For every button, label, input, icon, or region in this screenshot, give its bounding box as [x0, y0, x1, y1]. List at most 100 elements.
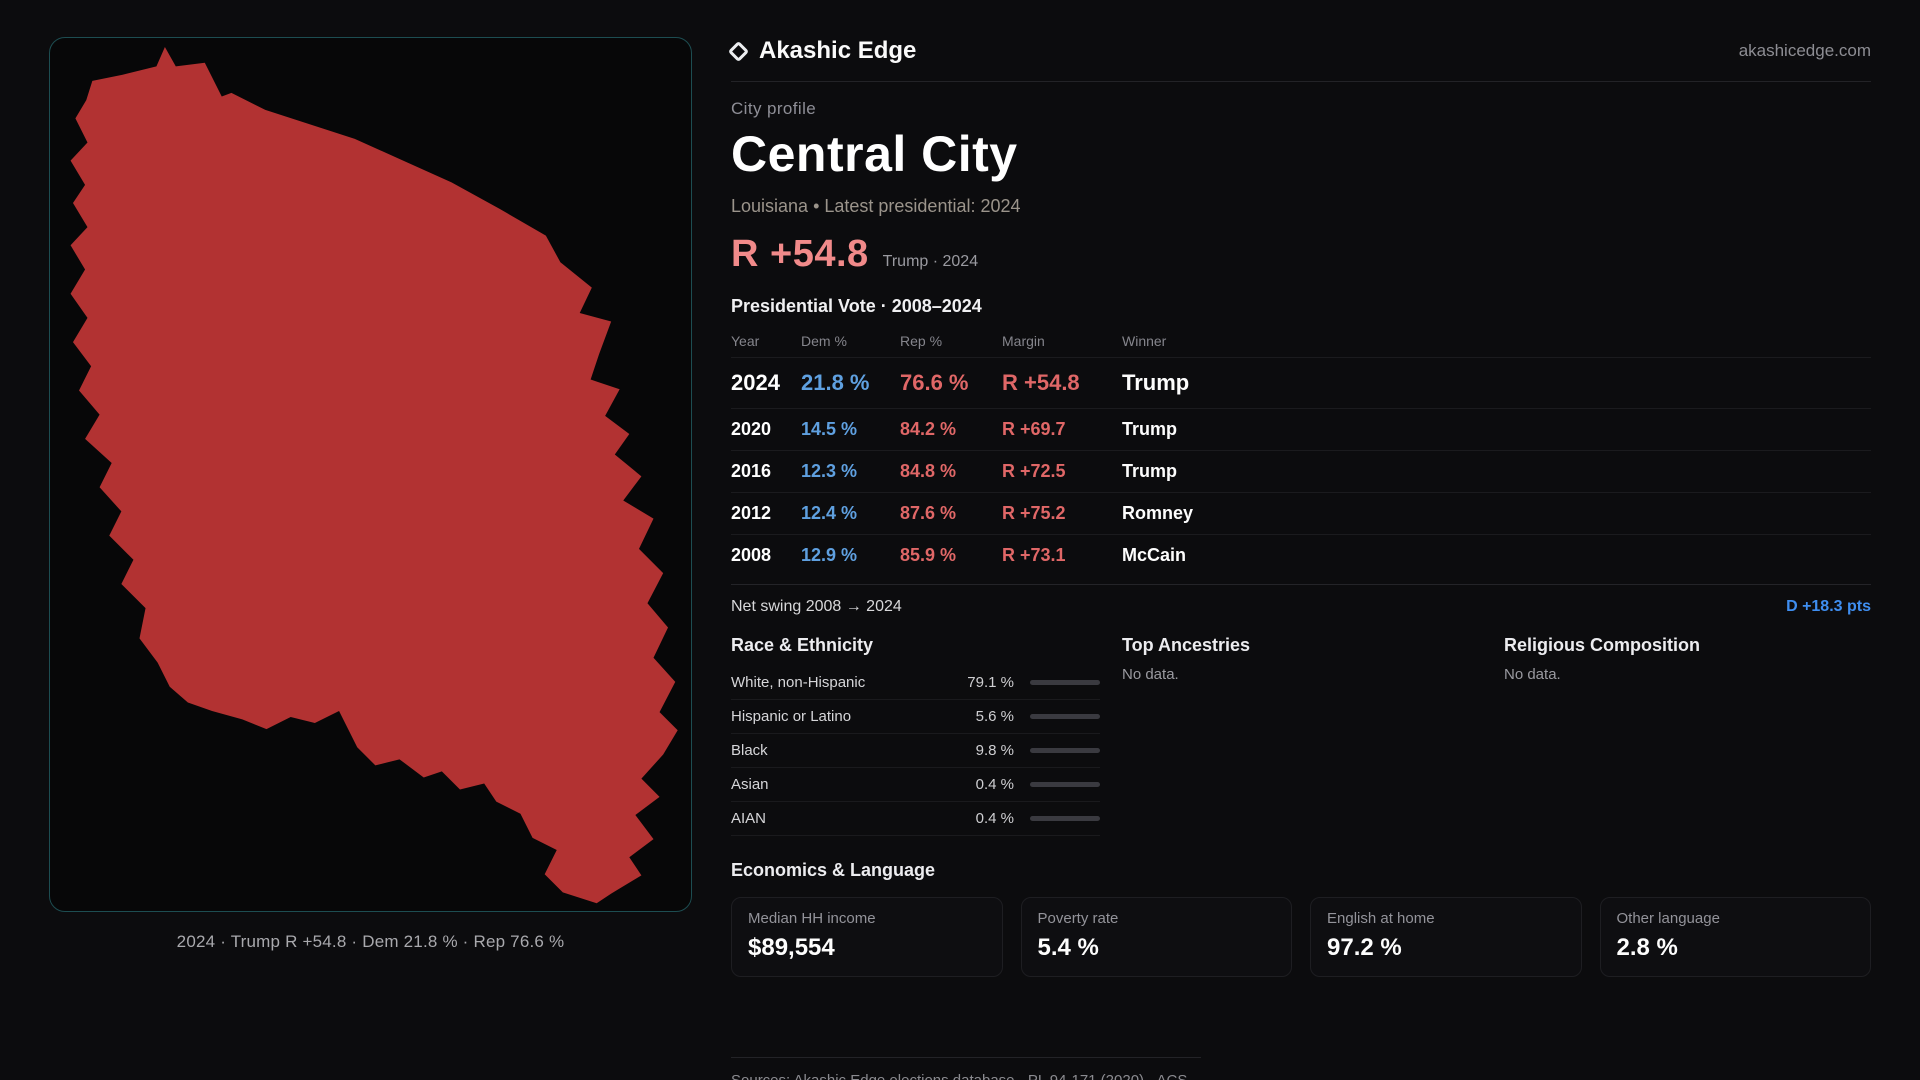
brand-name: Akashic Edge: [759, 37, 917, 64]
stat-label: Poverty rate: [1037, 910, 1119, 927]
race-label: Black: [731, 742, 768, 759]
stat-card-median-hh-income: Median HH income $89,554: [731, 897, 1003, 977]
list-item: Hispanic or Latino 5.6 %: [731, 700, 1100, 734]
map-panel: [49, 37, 692, 912]
headline-margin-value: R +54.8: [731, 233, 869, 275]
page-title: Central City: [731, 126, 1018, 182]
race-value: 0.4 %: [975, 810, 1014, 827]
race-bar: [1030, 714, 1100, 719]
net-swing-label: Net swing 2008 → 2024: [731, 598, 902, 615]
year-cell: 2012: [731, 503, 772, 523]
stat-card-other-language: Other language 2.8 %: [1599, 897, 1871, 977]
map-column: 2024 · Trump R +54.8 · Dem 21.8 % · Rep …: [49, 37, 692, 1080]
rep-cell: 84.8 %: [900, 461, 957, 481]
table-row: 2024 21.8 % 76.6 % R +54.8 Trump: [731, 357, 1871, 408]
stat-label: Median HH income: [748, 910, 876, 927]
stat-label: English at home: [1327, 910, 1435, 927]
race-value: 9.8 %: [975, 742, 1014, 759]
race-value: 5.6 %: [975, 708, 1014, 725]
dem-cell: 12.3 %: [801, 461, 858, 481]
dem-cell: 14.5 %: [801, 419, 858, 439]
vote-table: Year Dem % Rep % Margin Winner 2024 21.8…: [731, 323, 1871, 576]
headline-margin: R +54.8 Trump · 2024: [731, 233, 1871, 276]
table-row: 2020 14.5 % 84.2 % R +69.7 Trump: [731, 408, 1871, 450]
race-title: Race & Ethnicity: [731, 635, 874, 655]
list-item: Asian 0.4 %: [731, 768, 1100, 802]
diamond-logo-icon: [727, 40, 750, 62]
religion-section: Religious Composition No data.: [1504, 635, 1871, 836]
map-caption: 2024 · Trump R +54.8 · Dem 21.8 % · Rep …: [176, 932, 565, 951]
city-map: [70, 46, 678, 904]
col-rep: Rep %: [900, 333, 943, 349]
margin-cell: R +69.7: [1002, 419, 1066, 439]
ancestries-title: Top Ancestries: [1122, 635, 1251, 655]
topbar: Akashic Edge akashicedge.com: [727, 37, 1871, 82]
rep-cell: 76.6 %: [900, 370, 969, 395]
rep-cell: 85.9 %: [900, 545, 957, 565]
vote-table-title: Presidential Vote · 2008–2024: [731, 296, 982, 316]
winner-cell: Romney: [1122, 503, 1194, 523]
demographics: Race & Ethnicity White, non-Hispanic 79.…: [731, 635, 1871, 836]
religion-title: Religious Composition: [1504, 635, 1700, 655]
winner-cell: Trump: [1122, 370, 1190, 395]
page-kicker: City profile: [731, 99, 817, 118]
economics-title: Economics & Language: [731, 860, 936, 880]
race-label: Asian: [731, 776, 769, 793]
religion-empty: No data.: [1504, 666, 1561, 683]
page-footer: Sources: Akashic Edge elections database…: [731, 1057, 1201, 1080]
margin-cell: R +72.5: [1002, 461, 1066, 481]
rep-cell: 84.2 %: [900, 419, 957, 439]
col-year: Year: [731, 333, 760, 349]
year-cell: 2008: [731, 545, 772, 565]
ancestries-section: Top Ancestries No data.: [1122, 635, 1504, 836]
race-label: Hispanic or Latino: [731, 708, 852, 725]
race-value: 0.4 %: [975, 776, 1014, 793]
list-item: Black 9.8 %: [731, 734, 1100, 768]
table-row: 2008 12.9 % 85.9 % R +73.1 McCain: [731, 534, 1871, 576]
margin-cell: R +73.1: [1002, 545, 1066, 565]
winner-cell: McCain: [1122, 545, 1187, 565]
stat-card-poverty-rate: Poverty rate 5.4 %: [1020, 897, 1292, 977]
net-swing-value: D +18.3 pts: [1786, 598, 1871, 615]
race-bar: [1030, 816, 1100, 821]
economics-stats: Median HH income $89,554 Poverty rate 5.…: [731, 897, 1871, 977]
vote-table-header: Year Dem % Rep % Margin Winner: [731, 323, 1871, 357]
ancestries-empty: No data.: [1122, 666, 1179, 683]
race-bar: [1030, 748, 1100, 753]
stat-value: 97.2 %: [1327, 934, 1402, 961]
race-label: AIAN: [731, 810, 767, 827]
race-value: 79.1 %: [967, 674, 1014, 691]
city-shape: [70, 46, 678, 904]
race-ethnicity-section: Race & Ethnicity White, non-Hispanic 79.…: [731, 635, 1122, 836]
list-item: White, non-Hispanic 79.1 %: [731, 666, 1100, 700]
dem-cell: 21.8 %: [801, 370, 870, 395]
stat-value: $89,554: [748, 934, 835, 961]
dem-cell: 12.4 %: [801, 503, 858, 523]
year-cell: 2024: [731, 370, 780, 395]
margin-cell: R +75.2: [1002, 503, 1066, 523]
race-rows: White, non-Hispanic 79.1 % Hispanic or L…: [731, 666, 1122, 836]
stat-value: 2.8 %: [1616, 934, 1678, 961]
net-swing: Net swing 2008 → 2024 D +18.3 pts: [731, 584, 1871, 629]
rep-cell: 87.6 %: [900, 503, 957, 523]
race-label: White, non-Hispanic: [731, 674, 866, 691]
page-subtitle: Louisiana • Latest presidential: 2024: [731, 196, 1021, 216]
race-bar: [1030, 680, 1100, 685]
year-cell: 2016: [731, 461, 772, 481]
sources-line: Sources: Akashic Edge elections database…: [731, 1072, 1201, 1080]
winner-cell: Trump: [1122, 461, 1178, 481]
winner-cell: Trump: [1122, 419, 1178, 439]
year-cell: 2020: [731, 419, 772, 439]
headline-margin-context: Trump · 2024: [882, 253, 979, 270]
stat-value: 5.4 %: [1037, 934, 1099, 961]
col-dem: Dem %: [801, 333, 847, 349]
site-domain-link[interactable]: akashicedge.com: [1738, 41, 1871, 60]
brand: Akashic Edge: [727, 37, 917, 65]
col-margin: Margin: [1002, 333, 1045, 349]
stat-label: Other language: [1616, 910, 1720, 927]
table-row: 2016 12.3 % 84.8 % R +72.5 Trump: [731, 450, 1871, 492]
list-item: AIAN 0.4 %: [731, 802, 1100, 836]
col-winner: Winner: [1122, 333, 1167, 349]
content: Akashic Edge akashicedge.com City profil…: [727, 37, 1871, 1080]
